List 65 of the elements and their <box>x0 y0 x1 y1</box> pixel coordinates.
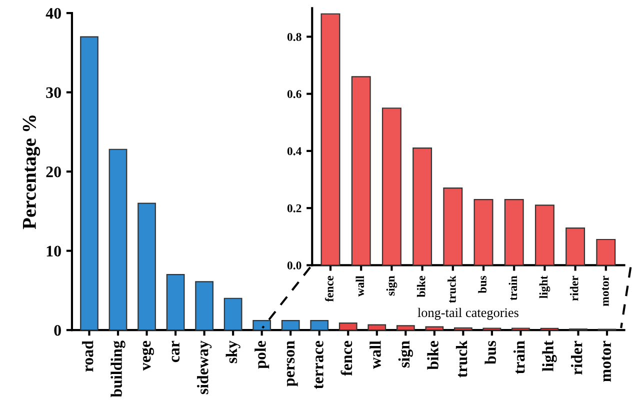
bar <box>351 76 371 266</box>
x-tick-label: bike <box>416 276 426 298</box>
x-tick-label: train <box>508 276 518 300</box>
y-tick-label: 0.0 <box>287 261 302 270</box>
bar <box>425 326 444 331</box>
bar <box>320 13 340 266</box>
bar <box>80 36 98 331</box>
bar <box>166 274 185 331</box>
y-tick-label: 0.4 <box>287 147 302 156</box>
bar <box>566 228 586 266</box>
bar <box>108 148 128 331</box>
y-tick-label: 0.8 <box>287 32 302 41</box>
x-tick-label: train <box>513 340 525 374</box>
x-tick-label: building <box>110 340 126 398</box>
bar <box>504 198 524 266</box>
x-tick-label: light <box>542 340 557 372</box>
y-tick-label: 30 <box>46 87 61 98</box>
bar <box>252 320 272 331</box>
bar <box>443 188 463 266</box>
x-axis-title: long-tail categories <box>418 308 518 320</box>
y-axis-title: Percentage % <box>22 116 40 230</box>
x-tick-label: motor <box>602 276 609 306</box>
x-tick-label: bus <box>484 340 496 364</box>
x-tick-label: road <box>82 340 94 372</box>
x-tick-label: terrace <box>314 340 324 389</box>
x-tick-label: vege <box>142 340 154 371</box>
x-tick-label: truck <box>448 276 456 303</box>
bar <box>224 298 242 331</box>
y-tick-label: 0 <box>54 324 61 336</box>
x-tick-label: sign <box>398 340 413 368</box>
x-tick-label: person <box>286 340 298 386</box>
x-tick-label: fence <box>325 276 334 302</box>
bar <box>412 148 432 266</box>
x-tick-label: wall <box>356 276 364 297</box>
y-tick-label: 0.2 <box>287 204 302 212</box>
x-tick-label: truck <box>456 340 468 378</box>
y-tick-label: 10 <box>46 246 61 257</box>
y-tick-label: 20 <box>46 166 61 178</box>
bar <box>474 198 494 266</box>
x-tick-label: light <box>539 276 550 298</box>
bar <box>338 322 358 331</box>
x-tick-label: bike <box>427 340 438 370</box>
x-tick-label: motor <box>602 340 611 382</box>
bar <box>138 202 156 331</box>
x-tick-label: sideway <box>197 340 212 394</box>
bar <box>454 327 472 331</box>
bar <box>195 281 214 331</box>
x-tick-label: bus <box>478 276 486 294</box>
x-tick-label: sign <box>386 276 398 296</box>
x-tick-label: sky <box>226 340 240 364</box>
x-tick-label: fence <box>340 340 352 376</box>
x-tick-label: pole <box>254 340 270 369</box>
bar <box>596 238 616 266</box>
y-tick-label: 40 <box>46 8 61 19</box>
bar <box>382 108 402 266</box>
bar <box>368 324 386 331</box>
x-tick-label: car <box>172 340 180 362</box>
bar <box>534 204 554 266</box>
x-tick-label: wall <box>370 340 381 369</box>
bar <box>396 325 415 331</box>
bar <box>281 320 300 331</box>
y-tick-label: 0.6 <box>287 90 302 98</box>
x-tick-label: rider <box>570 276 578 301</box>
bar <box>310 320 329 331</box>
x-tick-label: rider <box>570 340 582 375</box>
